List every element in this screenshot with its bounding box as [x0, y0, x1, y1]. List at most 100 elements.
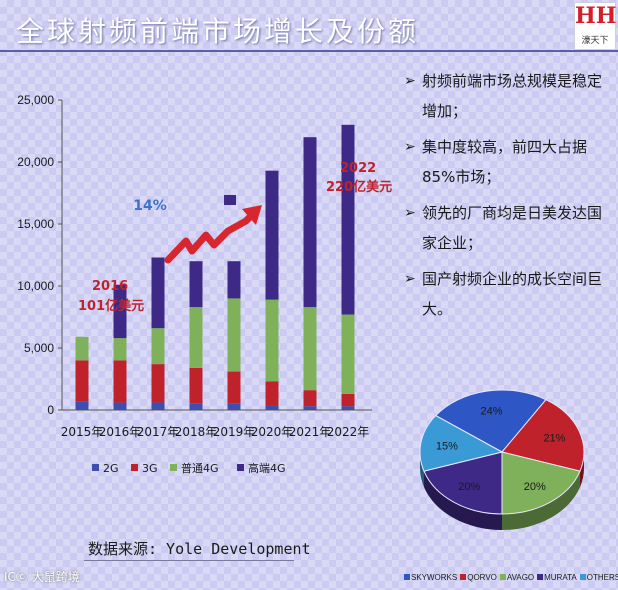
key-point-item: ➢ 领先的厂商均是日美发达国家企业； [404, 198, 614, 258]
bar-segment [341, 124, 355, 315]
y-axis: 0 5,000 10,000 15,000 20,000 25,000 [17, 93, 63, 417]
bar-segment [113, 338, 127, 361]
x-category-label: 2016年 [99, 425, 142, 439]
pie-slice [501, 451, 581, 515]
pie-legend-label: AVAGO [506, 573, 535, 582]
bars-group [75, 124, 355, 410]
key-point-text: 射频前端市场总规模是稳定增加； [422, 72, 603, 120]
legend-item: 2G [92, 462, 119, 475]
y-tick-label: 10,000 [17, 279, 54, 293]
x-category-label: 2018年 [175, 425, 218, 439]
bar-segment [189, 403, 203, 410]
growth-arrow [164, 205, 262, 264]
svg-text:2G: 2G [103, 462, 119, 475]
x-category-label: 2021年 [289, 425, 332, 439]
pie-slice-label: 24% [481, 406, 503, 418]
legend-item: 高端4G [237, 461, 286, 475]
legend-swatch [579, 574, 586, 580]
bar-segment [113, 402, 127, 410]
bullet-arrow-icon: ➢ [404, 139, 416, 155]
growth-label: 14% [133, 198, 167, 214]
y-tick-label: 20,000 [17, 155, 54, 169]
bar-segment [189, 307, 203, 368]
bar-segment [265, 299, 279, 382]
bullet-arrow-icon: ➢ [404, 205, 416, 221]
right-value-label: 220亿美元 [326, 179, 392, 195]
key-points-list: ➢ 射频前端市场总规模是稳定增加； ➢ 集中度较高，前四大占据85%市场； ➢ 领先的厂商… [404, 66, 614, 330]
bar-segment [303, 390, 317, 407]
bar-segment [113, 360, 127, 403]
key-point-text: 集中度较高，前四大占据85%市场； [422, 138, 588, 186]
key-point-item: ➢ 国产射频企业的成长空间巨大。 [404, 264, 614, 324]
pie-legend-label: QORVO [467, 573, 497, 582]
svg-text:高端4G: 高端4G [248, 461, 286, 475]
page-title: 全球射频前端市场增长及份额 [16, 15, 420, 48]
bar-segment [341, 314, 355, 394]
svg-text:普通4G: 普通4G [181, 461, 219, 475]
svg-text:3G: 3G [142, 462, 158, 475]
bar-segment [75, 336, 89, 361]
key-point-text: 领先的厂商均是日美发达国家企业； [422, 204, 603, 252]
pie-slice [419, 414, 504, 472]
right-year-label: 2022 [340, 161, 376, 176]
key-point-item: ➢ 射频前端市场总规模是稳定增加； [404, 66, 614, 126]
bar-segment [227, 261, 241, 299]
pie-legend-item: OTHERS [579, 573, 618, 582]
key-point-item: ➢ 集中度较高，前四大占据85%市场； [404, 132, 614, 192]
bar-segment [265, 170, 279, 300]
logo-text: 濠天下 [581, 36, 609, 46]
y-tick-label: 0 [47, 403, 54, 417]
pie-slice [501, 399, 585, 472]
pie-legend-label: MURATA [544, 573, 577, 582]
x-category-label: 2015年 [61, 425, 104, 439]
pie-legend-item: MURATA [537, 573, 577, 582]
pie-legend-item: SKYWORKS [404, 573, 457, 582]
key-point-text: 国产射频企业的成长空间巨大。 [422, 270, 603, 318]
bar-segment [303, 307, 317, 391]
watermark: ICⓒ 大鼠跨境 [4, 570, 80, 584]
y-tick-label: 25,000 [17, 93, 54, 107]
pie-legend-label: OTHERS [586, 573, 618, 582]
bar-segment [75, 401, 89, 410]
bullet-arrow-icon: ➢ [404, 271, 416, 287]
x-category-label: 2019年 [213, 425, 256, 439]
chart-legend: 2G 3G 普通4G 高端4G [92, 461, 286, 475]
bar-segment [265, 381, 279, 406]
y-tick-label: 15,000 [17, 217, 54, 231]
bar-segment [227, 298, 241, 372]
legend-swatch [460, 574, 467, 580]
company-logo: HH 濠天下 [574, 2, 617, 50]
bar-segment [113, 284, 127, 339]
x-category-label: 2020年 [251, 425, 294, 439]
bar-segment [303, 406, 317, 410]
pie-slice-label: 21% [543, 433, 565, 445]
pie-slice-label: 20% [458, 481, 480, 493]
x-category-label: 2022年 [327, 425, 370, 439]
left-value-label: 101亿美元 [78, 298, 144, 314]
source-underline [84, 560, 294, 561]
pie-side-wall [420, 452, 584, 530]
market-share-pie-chart: 24% 21% 20% 20% 15% [419, 389, 585, 530]
growth-marker [224, 195, 236, 205]
bar-segment [227, 371, 241, 404]
legend-swatch [537, 574, 544, 580]
legend-item: 普通4G [170, 461, 219, 475]
pie-legend: SKYWORKS QORVO AVAGO MURATA OTHERS [404, 573, 618, 582]
logo-mark: HH [575, 3, 617, 29]
bar-segment [75, 360, 89, 402]
pie-slice [423, 451, 503, 515]
legend-swatch [499, 574, 506, 580]
bullet-arrow-icon: ➢ [404, 73, 416, 89]
title-underline [0, 50, 618, 52]
annotations: 14% 2016 101亿美元 2022 220亿美元 [78, 161, 392, 314]
pie-legend-item: AVAGO [499, 573, 535, 582]
bar-segment [151, 328, 165, 365]
left-year-label: 2016 [92, 279, 128, 294]
pie-slice [434, 389, 547, 453]
bar-segment [151, 402, 165, 410]
bar-segment [189, 367, 203, 404]
bar-segment [227, 403, 241, 410]
legend-item: 3G [131, 462, 158, 475]
pie-legend-item: QORVO [460, 573, 497, 582]
